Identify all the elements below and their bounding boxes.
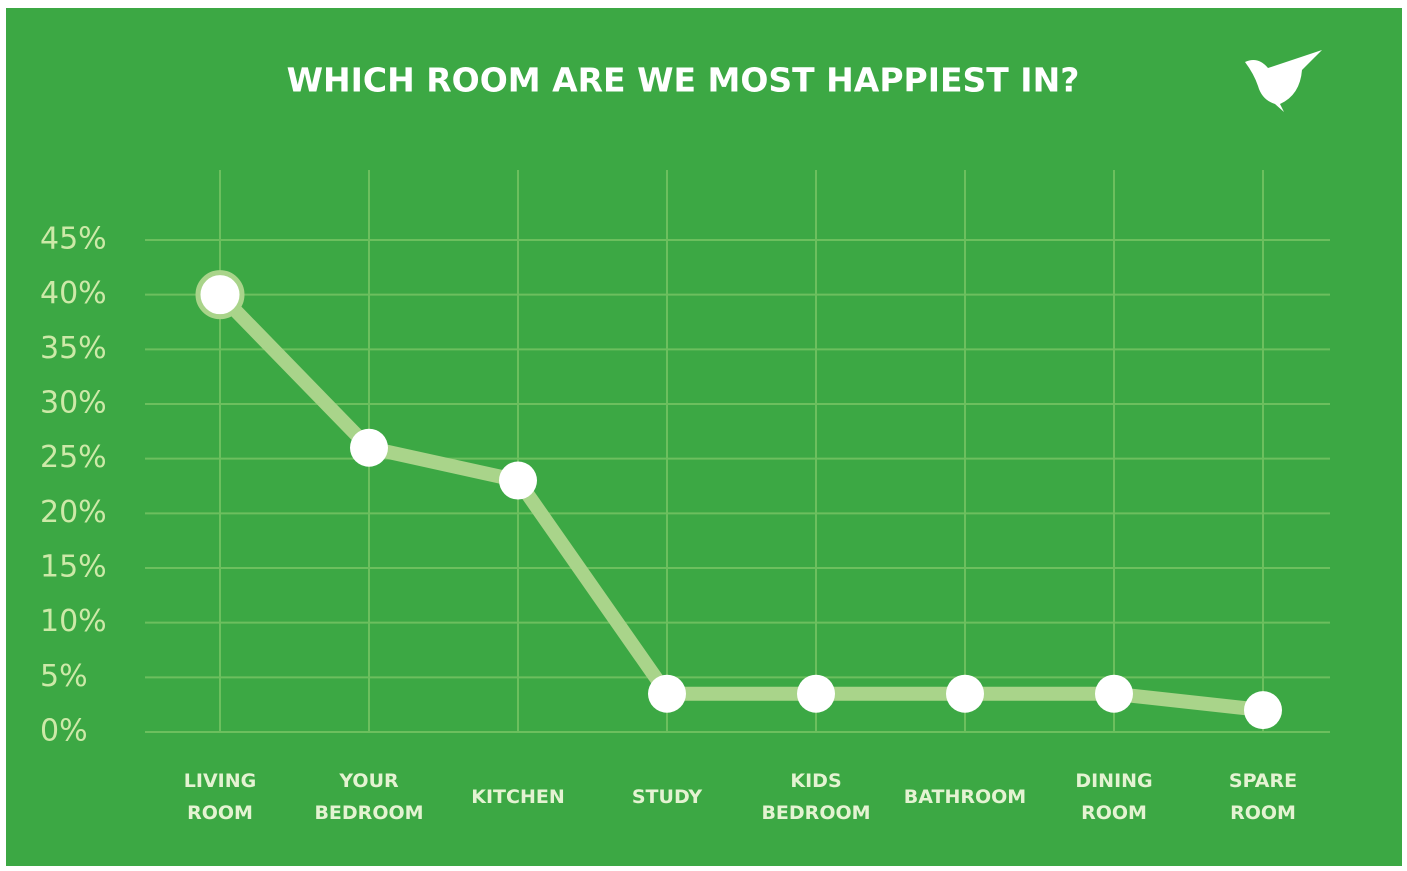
- y-tick-label: 30%: [40, 386, 107, 421]
- x-tick-label: DINING ROOM: [1075, 770, 1152, 824]
- y-tick-label: 5%: [40, 659, 88, 694]
- point: [195, 270, 245, 320]
- point: [1095, 674, 1133, 713]
- point: [797, 674, 835, 713]
- x-tick-label: SPARE ROOM: [1229, 770, 1297, 824]
- point: [499, 461, 537, 500]
- y-tick-label: 10%: [40, 604, 107, 639]
- point: [648, 674, 686, 713]
- line: [214, 289, 1264, 718]
- point: [946, 674, 984, 713]
- background: [6, 8, 1402, 866]
- y-tick-label: 15%: [40, 550, 107, 585]
- x-tick-label: LIVING ROOM: [184, 770, 256, 824]
- y-tick-label: 25%: [40, 440, 107, 475]
- y-tick-label: 35%: [40, 331, 107, 366]
- y-tick-label: 20%: [40, 495, 107, 530]
- x-tick-label: YOUR BEDROOM: [314, 770, 423, 824]
- y-tick-label: 0%: [40, 714, 88, 749]
- chart-title: WHICH ROOM ARE WE MOST HAPPIEST IN?: [287, 61, 1080, 100]
- x-tick-label: KITCHEN: [471, 786, 564, 808]
- x-tick-label: STUDY: [632, 786, 702, 808]
- point: [1244, 691, 1282, 730]
- y-tick-label: 45%: [40, 222, 107, 257]
- y-tick-label: 40%: [40, 276, 107, 311]
- x-tick-label: KIDS BEDROOM: [761, 770, 870, 824]
- x-tick-label: BATHROOM: [904, 786, 1026, 808]
- bird-logo: [1245, 50, 1322, 112]
- point: [350, 428, 388, 467]
